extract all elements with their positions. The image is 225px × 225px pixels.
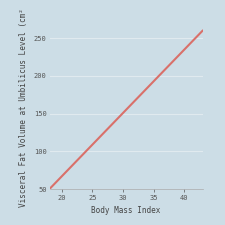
- X-axis label: Body Mass Index: Body Mass Index: [91, 206, 161, 215]
- Y-axis label: Visceral Fat Volume at Umbilicus Level (cm²: Visceral Fat Volume at Umbilicus Level (…: [19, 9, 28, 207]
